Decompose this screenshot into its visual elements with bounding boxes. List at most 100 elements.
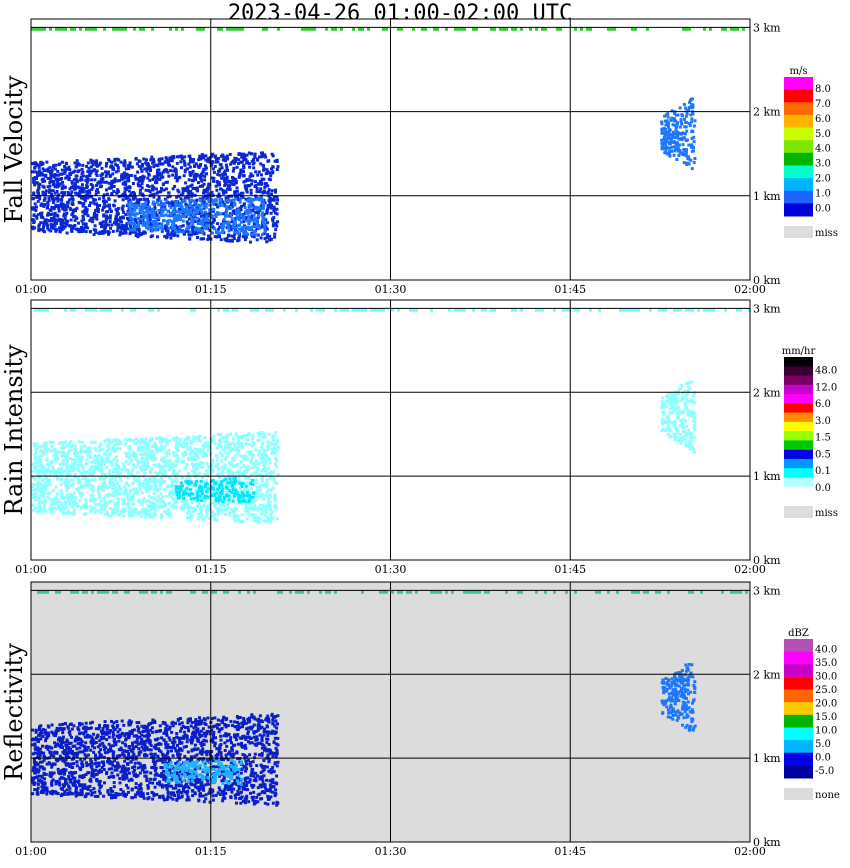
echo-pixel <box>662 141 666 145</box>
echo-pixel <box>64 208 68 212</box>
echo-pixel <box>220 459 224 463</box>
echo-pixel <box>85 184 89 188</box>
echo-pixel <box>160 223 164 227</box>
echo-pixel <box>105 485 109 489</box>
echo-pixel <box>56 219 60 223</box>
echo-pixel <box>56 199 60 203</box>
echo-pixel <box>53 498 57 502</box>
echo-pixel <box>195 504 199 508</box>
echo-pixel <box>48 181 52 185</box>
echo-pixel <box>310 27 313 31</box>
echo-pixel <box>147 452 151 456</box>
echo-pixel <box>230 495 234 499</box>
echo-pixel <box>89 484 93 488</box>
echo-pixel <box>33 202 37 206</box>
echo-pixel <box>664 127 668 131</box>
echo-pixel <box>244 216 248 220</box>
echo-pixel <box>113 159 117 163</box>
echo-pixel <box>56 457 60 461</box>
echo-pixel <box>115 464 119 468</box>
echo-pixel <box>94 172 98 176</box>
echo-pixel <box>63 502 67 506</box>
echo-pixel <box>685 138 689 142</box>
echo-pixel <box>146 184 149 188</box>
echo-pixel <box>264 459 268 463</box>
echo-pixel <box>81 163 85 167</box>
echo-pixel <box>188 160 192 164</box>
echo-pixel <box>93 501 97 505</box>
echo-pixel <box>135 201 139 205</box>
echo-pixel <box>202 206 206 210</box>
echo-pixel <box>685 154 688 158</box>
echo-pixel <box>213 515 217 519</box>
echo-pixel <box>247 227 251 231</box>
echo-pixel <box>137 500 140 503</box>
echo-pixel <box>226 187 230 191</box>
echo-pixel <box>167 492 171 496</box>
echo-pixel <box>96 455 100 459</box>
echo-pixel <box>119 479 123 483</box>
echo-pixel <box>196 456 200 460</box>
echo-pixel <box>46 169 50 173</box>
echo-pixel <box>104 200 108 204</box>
echo-pixel <box>85 462 89 466</box>
echo-pixel <box>663 119 667 123</box>
echo-pixel <box>131 182 135 185</box>
echo-pixel <box>33 477 37 481</box>
echo-pixel <box>170 159 174 163</box>
echo-pixel <box>92 233 96 237</box>
echo-pixel <box>50 169 54 173</box>
echo-pixel <box>709 27 712 31</box>
echo-pixel <box>147 447 151 451</box>
echo-pixel <box>210 162 214 166</box>
echo-pixel <box>272 209 276 213</box>
echo-pixel <box>239 208 243 212</box>
echo-pixel <box>221 471 225 475</box>
echo-pixel <box>36 199 40 203</box>
echo-pixel <box>682 27 685 31</box>
echo-pixel <box>156 176 160 180</box>
echo-pixel <box>215 455 219 459</box>
echo-pixel <box>180 460 184 464</box>
echo-pixel <box>182 159 186 163</box>
echo-pixel <box>43 482 47 486</box>
echo-pixel <box>259 492 263 496</box>
echo-pixel <box>247 151 251 155</box>
echo-pixel <box>62 214 66 218</box>
echo-pixel <box>188 217 191 221</box>
echo-pixel <box>177 210 181 214</box>
echo-pixel <box>218 494 222 498</box>
echo-pixel <box>226 157 230 161</box>
echo-pixel <box>242 163 246 167</box>
echo-pixel <box>141 213 145 217</box>
echo-pixel <box>152 158 155 161</box>
echo-pixel <box>248 178 252 182</box>
echo-pixel <box>153 176 156 179</box>
echo-pixel <box>157 199 161 202</box>
echo-pixel <box>100 179 104 183</box>
echo-pixel <box>206 159 210 163</box>
echo-pixel <box>124 438 127 441</box>
echo-pixel <box>143 223 147 227</box>
echo-pixel <box>214 160 218 164</box>
echo-pixel <box>259 196 263 199</box>
echo-pixel <box>86 226 90 230</box>
echo-pixel <box>63 440 67 444</box>
echo-pixel <box>206 188 210 192</box>
echo-pixel <box>194 475 197 479</box>
echo-pixel <box>252 166 256 170</box>
echo-pixel <box>260 213 264 217</box>
echo-pixel <box>161 209 165 213</box>
echo-pixel <box>688 27 691 31</box>
echo-pixel <box>73 218 77 222</box>
echo-pixel <box>150 193 154 197</box>
echo-pixel <box>203 198 207 202</box>
echo-pixel <box>186 190 190 194</box>
echo-pixel <box>52 217 56 221</box>
echo-pixel <box>208 160 212 164</box>
echo-pixel <box>675 123 679 127</box>
echo-pixel <box>148 165 152 169</box>
echo-pixel <box>151 449 155 453</box>
echo-pixel <box>273 498 277 502</box>
echo-pixel <box>105 453 109 457</box>
